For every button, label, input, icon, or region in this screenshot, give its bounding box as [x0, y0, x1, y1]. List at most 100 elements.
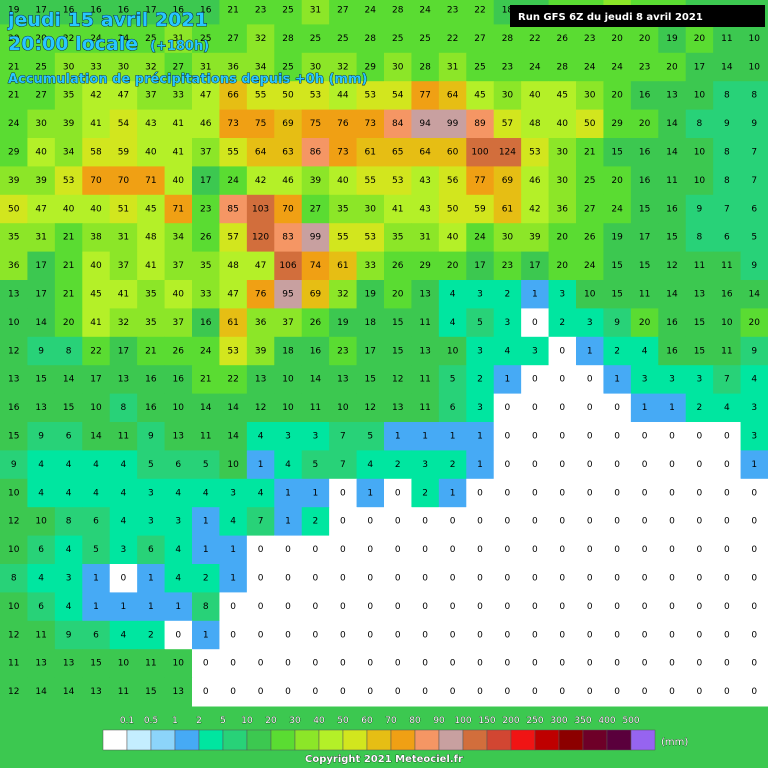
legend-level: 20 — [265, 716, 277, 726]
cell — [603, 251, 632, 281]
cell — [137, 166, 166, 196]
cell-value: 0 — [395, 602, 401, 612]
cell — [466, 677, 495, 707]
cell-value: 21 — [63, 233, 74, 243]
cell-value: 20 — [557, 233, 569, 243]
cell-value: 20 — [611, 176, 623, 186]
cell-value: 0 — [559, 517, 565, 527]
cell — [493, 194, 522, 224]
cell — [356, 0, 385, 25]
cell — [137, 223, 166, 253]
cell — [82, 620, 111, 650]
cell-value: 25 — [282, 62, 293, 72]
cell-value: 6 — [148, 545, 154, 555]
cell — [466, 535, 495, 565]
cell-value: 94 — [419, 119, 431, 129]
cell — [164, 166, 193, 196]
legend-level: 300 — [550, 716, 567, 726]
cell-value: 30 — [557, 176, 569, 186]
cell — [603, 620, 632, 650]
cell-value: 0 — [724, 659, 730, 669]
cell — [356, 507, 385, 537]
cell-value: 4 — [450, 290, 456, 300]
cell-value: 23 — [337, 346, 348, 356]
cell-value: 40 — [35, 148, 47, 158]
cell-value: 0 — [724, 687, 730, 697]
cell-value: 6 — [724, 233, 730, 243]
cell — [329, 109, 358, 139]
cell — [109, 308, 138, 338]
cell-value: 25 — [200, 34, 211, 44]
cell — [192, 223, 220, 253]
cell-value: 24 — [611, 204, 623, 214]
cell — [192, 138, 220, 167]
cell — [246, 166, 275, 196]
cell — [384, 194, 412, 224]
cell — [82, 677, 111, 707]
cell — [713, 251, 742, 281]
cell — [411, 507, 440, 537]
cell-value: 0 — [258, 574, 264, 584]
cell-value: 3 — [477, 403, 483, 413]
cell — [192, 24, 220, 54]
cell-value: 0 — [477, 602, 483, 612]
cell — [137, 620, 166, 650]
cell — [630, 138, 659, 167]
cell — [466, 592, 495, 622]
cell-value: 41 — [145, 261, 156, 271]
cell-value: 26 — [200, 233, 212, 243]
cell — [137, 535, 166, 565]
cell — [192, 592, 220, 622]
cell-value: 11 — [721, 346, 732, 356]
cell-value: 41 — [90, 119, 101, 129]
cell-value: 27 — [310, 204, 321, 214]
cell — [219, 478, 248, 508]
cell-value: 0 — [587, 460, 593, 470]
cell — [137, 564, 166, 593]
cell — [438, 677, 467, 707]
cell-value: 53 — [392, 176, 403, 186]
cell-value: 4 — [121, 488, 127, 498]
cell-value: 0 — [587, 488, 593, 498]
cell — [27, 535, 56, 565]
cell — [164, 365, 193, 395]
cell — [384, 478, 412, 508]
cell — [384, 166, 412, 196]
cell-value: 3 — [505, 318, 511, 328]
cell-value: 0 — [340, 659, 346, 669]
cell-value: 0 — [505, 488, 511, 498]
cell-value: 20 — [666, 62, 678, 72]
cell-value: 13 — [8, 290, 19, 300]
cell — [274, 109, 303, 139]
cell-value: 10 — [8, 602, 20, 612]
cell-value: 0 — [697, 460, 703, 470]
cell — [685, 308, 714, 338]
cell-value: 4 — [93, 488, 99, 498]
cell-value: 106 — [279, 261, 296, 271]
cell-value: 36 — [255, 318, 267, 328]
cell — [274, 52, 303, 82]
cell-value: 0 — [724, 432, 730, 442]
cell-value: 6 — [66, 432, 72, 442]
legend: 0.1 0.5 1 2 5 10 20 30 40 50 60 70 80 90 100 150 200 250 3… — [102, 716, 689, 751]
cell-value: 0 — [642, 602, 648, 612]
cell — [411, 194, 440, 224]
cell-value: 0 — [258, 687, 264, 697]
cell-value: 16 — [63, 6, 75, 16]
cell-value: 1 — [450, 488, 456, 498]
cell-value: 0 — [258, 545, 264, 555]
cell-value: 0 — [587, 403, 593, 413]
cell — [384, 592, 412, 622]
cell-value: 0 — [340, 602, 346, 612]
cell-value: 4 — [724, 403, 730, 413]
cell — [137, 649, 166, 679]
cell-value: 4 — [38, 488, 44, 498]
cell-value: 0 — [505, 460, 511, 470]
cell-value: 30 — [392, 62, 404, 72]
cell — [274, 620, 303, 650]
cell-value: 4 — [38, 574, 44, 584]
cell — [109, 649, 138, 679]
cell-value: 24 — [365, 6, 377, 16]
cell — [740, 223, 768, 253]
cell — [329, 393, 358, 423]
